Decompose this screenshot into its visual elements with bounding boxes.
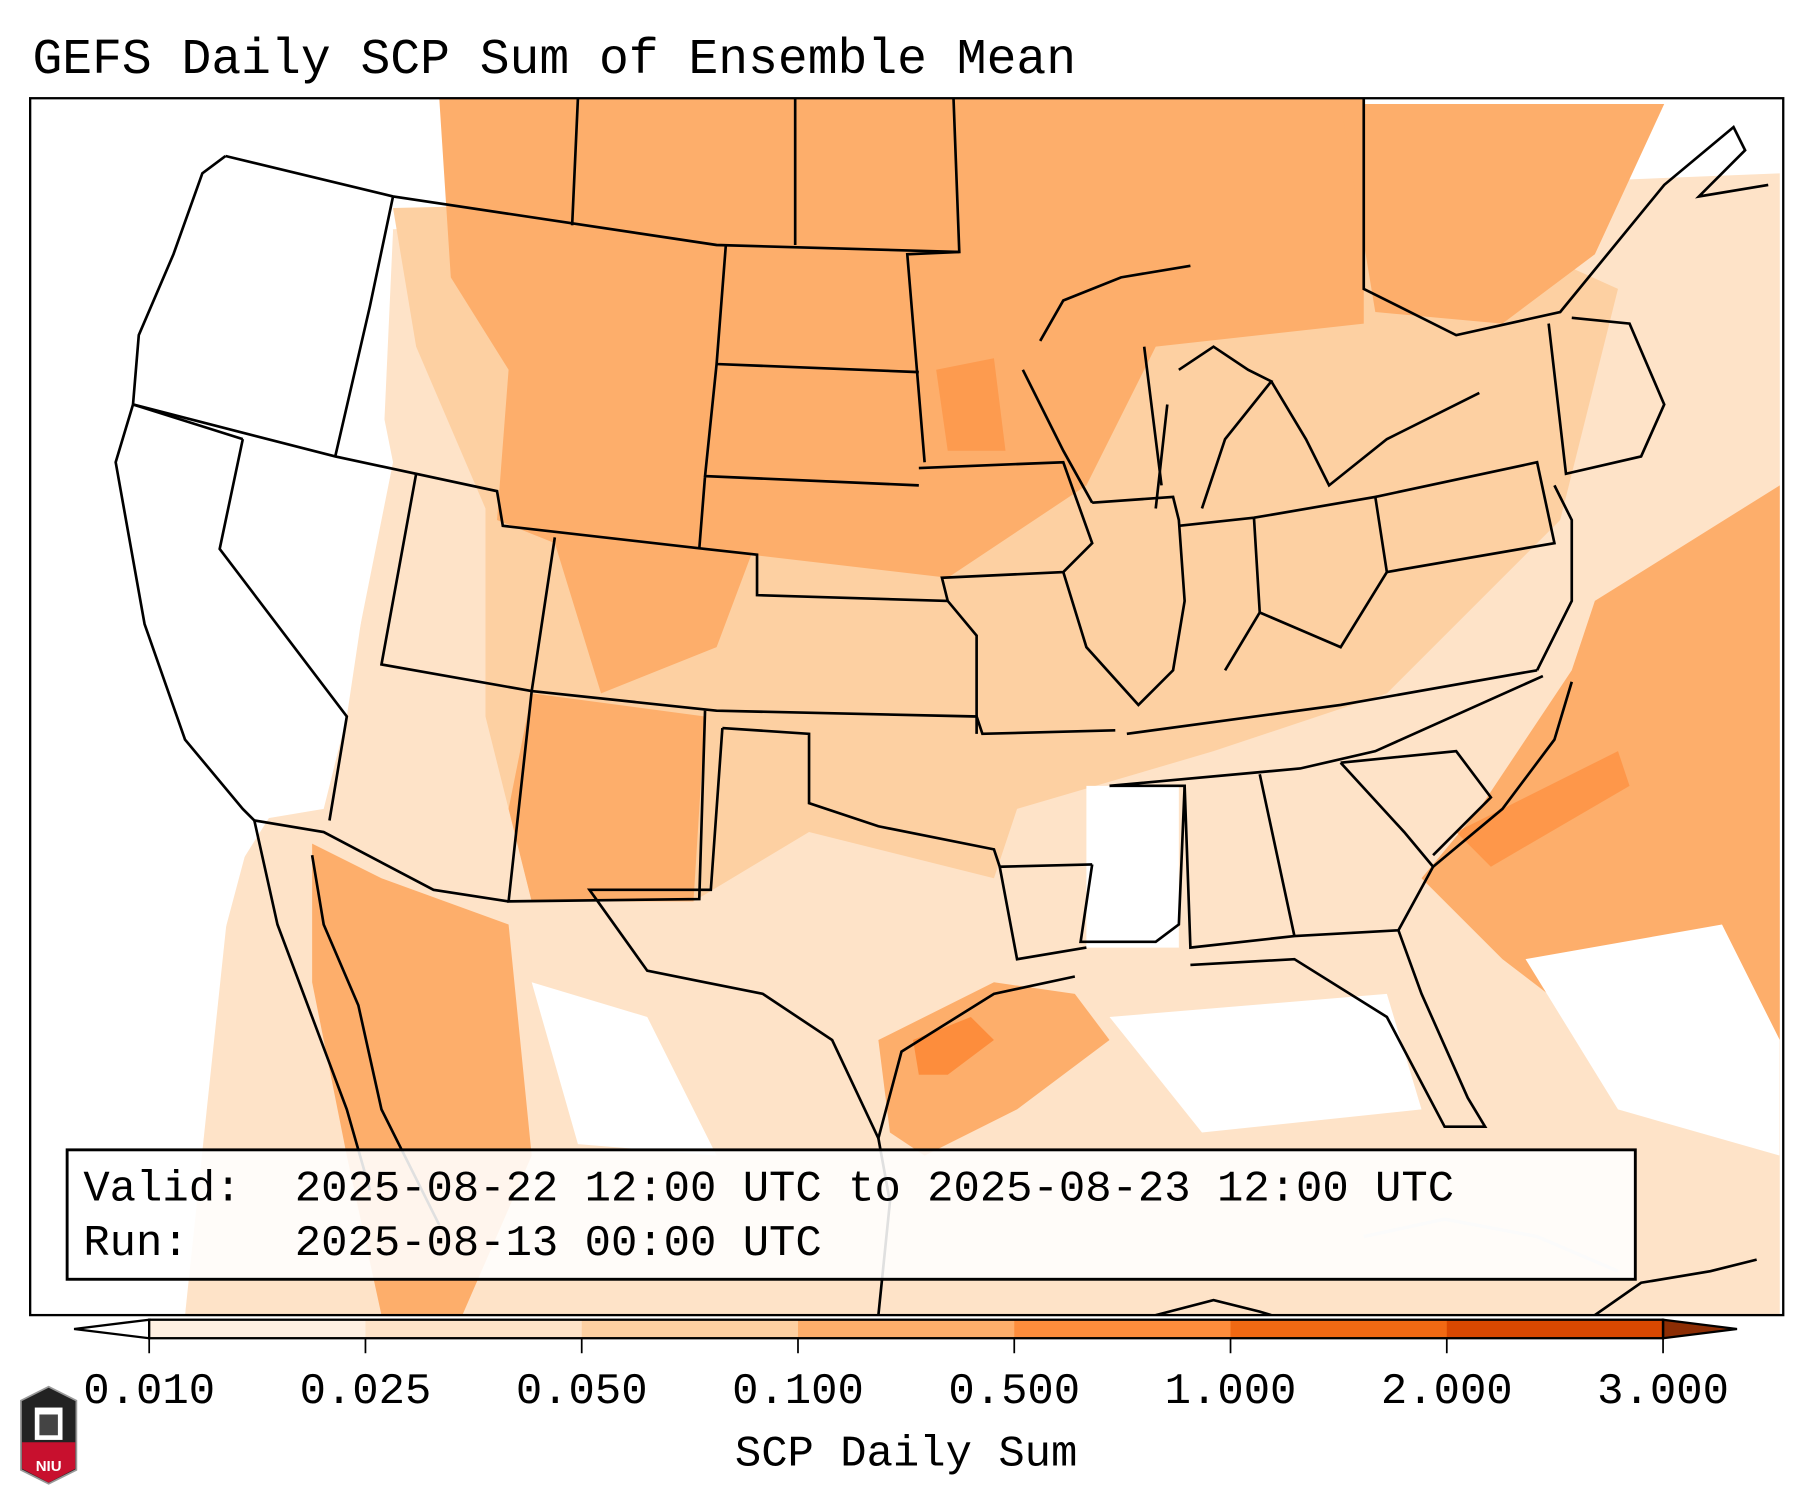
valid-value: 2025-08-22 12:00 UTC to 2025-08-23 12:00…	[295, 1165, 1454, 1215]
colorbar-tick-label: 3.000	[1597, 1367, 1729, 1417]
colorbar-label: SCP Daily Sum	[735, 1429, 1078, 1479]
run-label: Run:	[83, 1219, 188, 1269]
colorbar-tick-label: 0.025	[300, 1367, 432, 1417]
colorbar-segment	[149, 1319, 367, 1339]
colorbar: 0.010 0.025 0.050 0.100 0.500 1.000 2.000 3.000	[73, 1318, 1738, 1417]
shading-strong-minnesota	[936, 358, 1006, 451]
map-frame	[29, 97, 1785, 1317]
shading-none-mississippi	[1086, 785, 1179, 948]
colorbar-outline	[148, 1318, 1665, 1340]
colorbar-tick-label: 0.010	[83, 1367, 215, 1417]
run-value: 2025-08-13 00:00 UTC	[295, 1219, 822, 1269]
shading-strong-carolina	[1456, 751, 1630, 867]
colorbar-segment	[1446, 1319, 1664, 1339]
shading-medium-gulf	[878, 982, 1110, 1156]
colorbar-segment	[1014, 1319, 1232, 1339]
info-box: Valid: 2025-08-22 12:00 UTC to 2025-08-2…	[65, 1148, 1637, 1281]
shading-medium-canada-east	[1340, 104, 1665, 324]
colorbar-tick-label: 0.500	[948, 1367, 1080, 1417]
shading-none-west	[30, 98, 394, 1316]
colorbar-tick-label: 0.050	[516, 1367, 648, 1417]
colorbar-over-arrow	[1661, 1318, 1738, 1340]
colorbar-segment	[1230, 1319, 1448, 1339]
colorbar-segment	[365, 1319, 583, 1339]
niu-logo: NIU	[20, 1385, 78, 1485]
colorbar-segment	[797, 1319, 1015, 1339]
colorbar-segment	[581, 1319, 799, 1339]
shading-none-gulf	[531, 924, 1780, 1156]
shading-medium-southwest	[508, 693, 706, 902]
state-boundaries	[114, 98, 1769, 1316]
logo-text: NIU	[36, 1458, 62, 1475]
colorbar-tick-label: 0.100	[732, 1367, 864, 1417]
shading-strong-texas	[913, 1016, 994, 1075]
map-area	[30, 98, 1784, 1316]
colorbar-tick-label: 2.000	[1381, 1367, 1513, 1417]
colorbar-tick-label: 1.000	[1165, 1367, 1297, 1417]
valid-label: Valid:	[83, 1165, 241, 1215]
chart-title: GEFS Daily SCP Sum of Ensemble Mean	[32, 32, 1076, 88]
colorbar-under-arrow	[73, 1318, 151, 1340]
